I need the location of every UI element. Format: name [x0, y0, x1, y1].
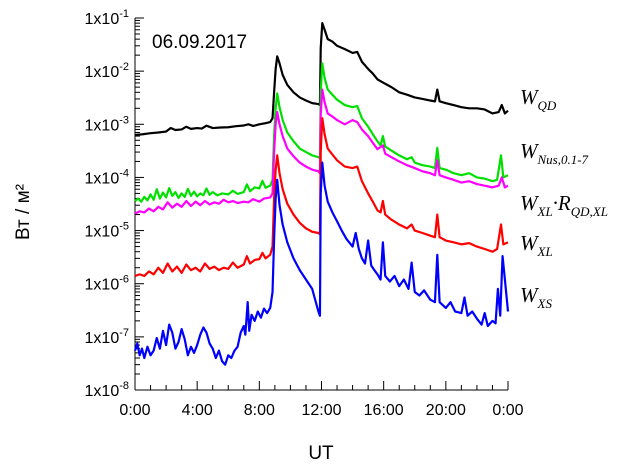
y-axis-title: Вт / м²: [13, 184, 34, 240]
y-tick-label: 1x10-7: [85, 327, 129, 347]
x-tick-label: 20:00: [426, 402, 466, 419]
series-line-xs: [133, 161, 510, 366]
series-label: WQD: [520, 85, 557, 113]
series-label: WXL·RQD,XL: [520, 191, 608, 219]
x-tick-label: 0:00: [492, 402, 523, 419]
x-tick-label: 12:00: [301, 402, 341, 419]
x-tick-label: 8:00: [244, 402, 275, 419]
labels-layer: WQD WNus,0.1-7 WXL·RQD,XL WXL WXS: [520, 85, 608, 311]
date-label: 06.09.2017: [152, 32, 247, 53]
x-axis-title: UT: [308, 443, 334, 464]
x-tick-label: 4:00: [182, 402, 213, 419]
series-line-xlqdxl: [134, 88, 509, 215]
series-line-xl: [134, 117, 509, 278]
y-tick-label: 1x10-1: [85, 8, 129, 28]
x-tick-label: 0:00: [119, 402, 150, 419]
series-line-qd: [134, 22, 509, 137]
y-tick-label: 1x10-5: [85, 221, 129, 241]
series-line-nus017: [134, 62, 509, 203]
y-tick-label: 1x10-4: [85, 167, 129, 187]
series-label: WNus,0.1-7: [520, 139, 589, 167]
y-tick-label: 1x10-3: [85, 114, 129, 134]
series-label: WXS: [520, 283, 552, 311]
y-tick-label: 1x10-6: [85, 274, 129, 294]
y-tick-label: 1x10-8: [85, 380, 129, 400]
series-layer: [133, 22, 510, 366]
series-label: WXL: [520, 231, 553, 259]
x-tick-label: 16:00: [364, 402, 404, 419]
y-tick-label: 1x10-2: [85, 61, 129, 81]
axes: 1x10-8 1x10-7 1x10-6 1x10-5 1x10-4 1x10-3 1x10…: [85, 8, 524, 419]
